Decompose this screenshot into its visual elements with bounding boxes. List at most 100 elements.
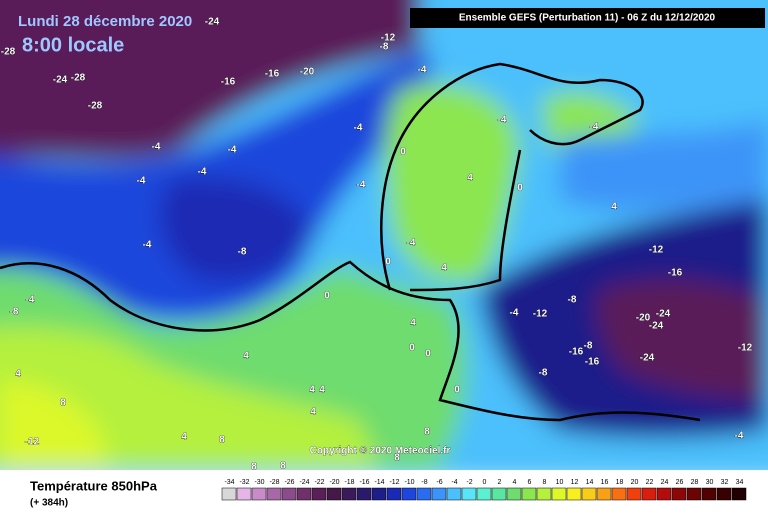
legend-swatch xyxy=(596,487,612,501)
legend-swatch xyxy=(386,487,402,501)
contour-label: 4 xyxy=(310,407,316,418)
contour-label: -8 xyxy=(380,42,389,53)
legend-swatch xyxy=(626,487,642,501)
contour-label: 4 xyxy=(410,318,416,329)
contour-label: 4 xyxy=(243,351,249,362)
legend-swatch xyxy=(551,487,567,501)
contour-label: -12 xyxy=(649,245,664,256)
legend-label: 18 xyxy=(616,479,624,486)
contour-label: 0 xyxy=(454,385,460,396)
legend-label: -30 xyxy=(254,479,264,486)
legend-label: 20 xyxy=(631,479,639,486)
contour-label: -16 xyxy=(668,268,683,279)
contour-label: -4 xyxy=(228,145,237,156)
legend-label: 30 xyxy=(706,479,714,486)
legend-swatch xyxy=(401,487,417,501)
legend-label: 2 xyxy=(498,479,502,486)
contour-label: -8 xyxy=(238,247,247,258)
legend-swatch xyxy=(221,487,237,501)
contour-label: -4 xyxy=(26,295,35,306)
legend-label: -34 xyxy=(224,479,234,486)
contour-label: -8 xyxy=(539,368,548,379)
legend-swatch xyxy=(611,487,627,501)
contour-label: -20 xyxy=(300,67,315,78)
contour-label: -4 xyxy=(143,240,152,251)
legend-swatch xyxy=(491,487,507,501)
contour-label: -28 xyxy=(1,47,16,58)
legend-label: 34 xyxy=(736,479,744,486)
contour-label: 4 xyxy=(181,432,187,443)
contour-label: -4 xyxy=(152,142,161,153)
contour-label: 0 xyxy=(385,257,391,268)
legend-swatch xyxy=(431,487,447,501)
legend-label: 26 xyxy=(676,479,684,486)
legend-label: 24 xyxy=(661,479,669,486)
legend-label: -32 xyxy=(239,479,249,486)
time: 8:00 locale xyxy=(22,34,124,56)
legend-swatch xyxy=(461,487,477,501)
copyright: Copyright © 2020 Meteociel.fr xyxy=(310,446,451,457)
legend-swatch xyxy=(566,487,582,501)
legend-swatch xyxy=(311,487,327,501)
contour-label: -24 xyxy=(640,353,655,364)
footer-title: Température 850hPa xyxy=(30,478,158,493)
contour-label: -12 xyxy=(738,343,753,354)
contour-label: -12 xyxy=(381,33,396,44)
legend-label: -14 xyxy=(374,479,384,486)
contour-label: 8 xyxy=(60,398,66,409)
legend-swatch xyxy=(686,487,702,501)
zero-isotherm xyxy=(0,62,701,422)
contour-label: -16 xyxy=(221,77,236,88)
contour-label: 4 xyxy=(441,263,447,274)
legend-label: -6 xyxy=(436,479,442,486)
legend-label: 28 xyxy=(691,479,699,486)
legend-swatch xyxy=(536,487,552,501)
contour-label: 8 xyxy=(424,427,430,438)
contour-label: -12 xyxy=(533,309,548,320)
contour-label: 4 xyxy=(309,385,315,396)
legend-swatch xyxy=(656,487,672,501)
legend-label: -2 xyxy=(466,479,472,486)
legend-label: -28 xyxy=(269,479,279,486)
legend-swatch xyxy=(506,487,522,501)
legend-label: -18 xyxy=(344,479,354,486)
contour-label: 4 xyxy=(319,385,325,396)
legend-label: 22 xyxy=(646,479,654,486)
legend-label: 0 xyxy=(483,479,487,486)
legend-label: 16 xyxy=(601,479,609,486)
contour-label: 0 xyxy=(409,343,415,354)
contour-label: -4 xyxy=(198,167,207,178)
contour-label: -16 xyxy=(569,347,584,358)
legend-label: 4 xyxy=(513,479,517,486)
legend-swatch xyxy=(701,487,717,501)
contour-label: -24 xyxy=(205,17,220,28)
contour-label: -4 xyxy=(735,431,744,442)
contour-label: -28 xyxy=(71,73,86,84)
map-labels: -24-12-8-28-24 -28-28-16-16 -20 -4-4-4-4-4-… xyxy=(0,16,753,473)
model-banner xyxy=(410,8,765,28)
legend-swatch xyxy=(731,487,747,501)
legend-swatch xyxy=(356,487,372,501)
contour-label: 4 xyxy=(611,202,617,213)
legend-label: 14 xyxy=(586,479,594,486)
contour-label: -8 xyxy=(584,341,593,352)
legend-swatch xyxy=(716,487,732,501)
legend-swatch xyxy=(236,487,252,501)
legend-label: -4 xyxy=(451,479,457,486)
legend-swatch xyxy=(341,487,357,501)
contour-label: -24 xyxy=(649,321,664,332)
contour-label: -8 xyxy=(568,295,577,306)
legend-swatch xyxy=(476,487,492,501)
legend-swatch xyxy=(446,487,462,501)
contour-label: -4 xyxy=(590,122,599,133)
legend-swatch xyxy=(521,487,537,501)
legend-label: 8 xyxy=(543,479,547,486)
legend-swatch xyxy=(641,487,657,501)
legend-label: -16 xyxy=(359,479,369,486)
contour-label: 8 xyxy=(219,435,225,446)
contour-label: -20 xyxy=(636,313,651,324)
contour-label: -4 xyxy=(407,238,416,249)
color-legend: -34 -32 -30 -28 -26 -24 -22 -20 -18 -16 -14 -12 -10-… xyxy=(221,479,747,501)
contour-label: -16 xyxy=(585,357,600,368)
contour-label: -4 xyxy=(357,180,366,191)
